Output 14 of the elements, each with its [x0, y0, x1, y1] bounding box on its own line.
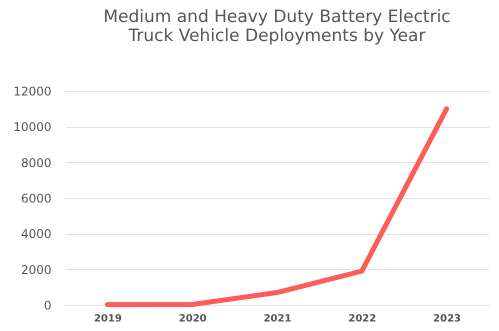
x-tick-label: 2023 — [433, 314, 462, 324]
y-tick-label: 10000 — [13, 120, 52, 134]
y-tick-label: 4000 — [20, 227, 52, 242]
y-tick-label: 12000 — [13, 84, 52, 98]
y-tick-label: 0 — [44, 298, 52, 312]
text: Medium and Heavy Duty Battery Electric — [103, 7, 451, 27]
text: Truck Vehicle Deployments by Year — [128, 26, 426, 46]
x-tick-label: 2022 — [348, 314, 376, 324]
x-tick-label: 2019 — [94, 314, 122, 324]
x-tick-label: 2021 — [264, 314, 292, 324]
y-tick-label: 2000 — [20, 262, 52, 277]
y-tick-label: 8000 — [20, 156, 52, 170]
x-tick-label: 2020 — [178, 314, 207, 324]
y-tick-label: 6000 — [20, 192, 52, 206]
